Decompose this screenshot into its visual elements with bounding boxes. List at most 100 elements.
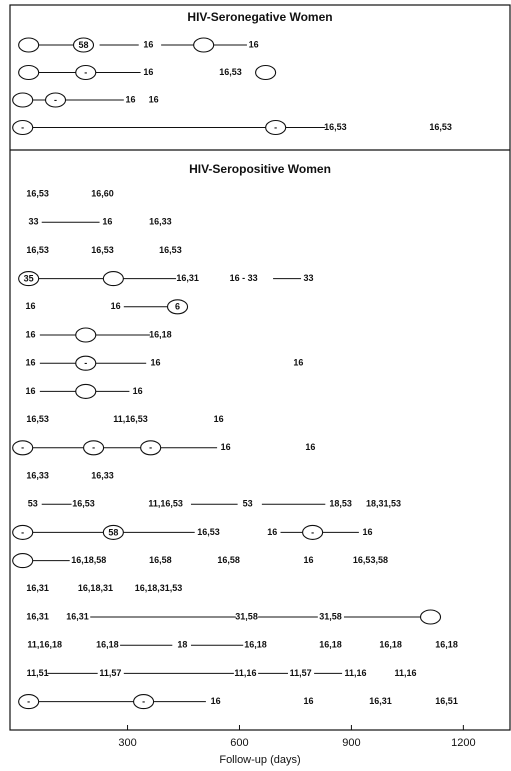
hpv-type-label: 16 — [143, 39, 153, 49]
panel-title: HIV-Seronegative Women — [187, 10, 332, 24]
lesion-oval — [166, 299, 189, 315]
hpv-type-label: 16 — [267, 527, 277, 537]
hpv-type-label: 16 — [111, 301, 121, 311]
hpv-type-label: 11,16,53 — [113, 414, 148, 424]
hpv-type-label: 16,33 — [26, 470, 49, 480]
panel-title: HIV-Seropositive Women — [189, 162, 331, 176]
hpv-type-label: 18,53 — [329, 499, 352, 509]
hpv-type-label: 16 - 33 — [230, 273, 258, 283]
lesion-oval — [18, 271, 40, 287]
hpv-type-label: 11,16 — [234, 668, 256, 678]
hpv-type-label: 31,58 — [235, 611, 258, 621]
oval-text: - — [21, 443, 24, 453]
hpv-type-label: 11,51 — [27, 668, 49, 678]
hpv-type-label: 11,16,53 — [148, 499, 183, 509]
hpv-type-label: 16 — [26, 329, 36, 339]
lesion-oval — [75, 355, 97, 371]
hpv-type-label: 31,58 — [319, 611, 342, 621]
hpv-type-label: 16,53 — [159, 245, 182, 255]
hpv-type-label: 11,16,18 — [27, 640, 62, 650]
hpv-type-label: 16 — [362, 527, 372, 537]
oval-text: - — [311, 527, 314, 537]
hpv-type-label: 16,51 — [435, 696, 458, 706]
oval-text: 6 — [175, 302, 180, 312]
x-tick-label: 600 — [230, 737, 248, 749]
hpv-type-label: 16,53 — [429, 122, 452, 132]
hpv-type-label: 16,18,31,53 — [135, 583, 183, 593]
lesion-oval — [302, 524, 324, 540]
lesion-oval — [12, 119, 34, 136]
lesion-oval — [18, 64, 40, 81]
oval-text: - — [142, 696, 145, 706]
oval-text: - — [21, 527, 24, 537]
lesion-oval — [18, 37, 40, 53]
oval-text: - — [92, 443, 95, 453]
hpv-type-label: 16,53 — [91, 245, 114, 255]
oval-text: - — [84, 67, 87, 77]
hpv-type-label: 16 — [293, 358, 303, 368]
hpv-type-label: 11,57 — [99, 668, 121, 678]
oval-text: - — [84, 358, 87, 368]
hpv-type-label: 16,53 — [26, 245, 49, 255]
hpv-type-label: 16,31 — [369, 696, 392, 706]
hpv-type-label: 16,53 — [324, 122, 347, 132]
hpv-type-label: 11,57 — [290, 668, 312, 678]
oval-text: 58 — [78, 40, 88, 50]
x-tick-label: 300 — [118, 737, 136, 749]
hpv-type-label: 16,18 — [149, 329, 172, 339]
lesion-oval — [75, 383, 97, 399]
lesion-oval — [44, 92, 67, 108]
hpv-type-label: 16,31 — [176, 273, 199, 283]
lesion-oval — [193, 37, 215, 53]
x-axis-label: Follow-up (days) — [219, 754, 300, 766]
oval-text: - — [149, 443, 152, 453]
lesion-oval — [102, 271, 124, 287]
lesion-oval — [140, 440, 162, 456]
lesion-oval — [12, 440, 34, 456]
hpv-type-label: 16,31 — [66, 611, 89, 621]
hpv-type-label: 16 — [26, 358, 36, 368]
hpv-type-label: 16,53 — [26, 188, 49, 198]
x-tick-label: 900 — [342, 737, 360, 749]
hpv-type-label: 16,18,31 — [78, 583, 113, 593]
hpv-type-label: 16 — [26, 386, 36, 396]
hpv-type-label: 16,53,58 — [353, 555, 388, 565]
lesion-oval — [419, 609, 442, 625]
hpv-type-label: 16,53 — [26, 414, 49, 424]
hpv-type-label: 16,33 — [149, 217, 172, 227]
hpv-type-label: 16 — [102, 217, 112, 227]
hpv-type-label: 16,58 — [149, 555, 172, 565]
frame — [9, 4, 511, 731]
hpv-type-label: 16 — [211, 696, 221, 706]
hpv-type-label: 16,18 — [435, 640, 458, 650]
hpv-type-label: 33 — [28, 217, 38, 227]
hpv-type-label: 16,18 — [379, 640, 402, 650]
lesion-oval — [255, 64, 277, 81]
hpv-type-label: 16 — [303, 696, 313, 706]
lesion-oval — [102, 524, 124, 540]
hpv-type-label: 16 — [303, 555, 313, 565]
oval-text: - — [21, 122, 24, 132]
lesion-oval — [83, 440, 105, 456]
hpv-type-label: 11,16 — [395, 668, 417, 678]
hpv-type-label: 16 — [214, 414, 224, 424]
hpv-type-label: 16 — [26, 301, 36, 311]
hpv-type-label: 16 — [305, 442, 315, 452]
hpv-type-label: 16 — [149, 94, 159, 104]
hpv-type-label: 53 — [243, 499, 253, 509]
lesion-oval — [75, 327, 97, 343]
oval-text: - — [274, 122, 277, 132]
oval-text: - — [27, 696, 30, 706]
hpv-type-label: 33 — [303, 273, 313, 283]
lesion-oval — [18, 694, 40, 710]
x-tick-label: 1200 — [451, 737, 475, 749]
lesion-oval — [72, 37, 95, 53]
hpv-type-label: 16,53 — [219, 67, 242, 77]
hpv-type-label: 16,53 — [72, 499, 95, 509]
hpv-type-label: 16 — [143, 67, 153, 77]
hpv-type-label: 16,18,58 — [71, 555, 106, 565]
hpv-type-label: 16,31 — [26, 611, 49, 621]
lesion-oval — [12, 92, 34, 108]
oval-text: - — [54, 95, 57, 105]
hpv-type-label: 16,18 — [96, 640, 119, 650]
